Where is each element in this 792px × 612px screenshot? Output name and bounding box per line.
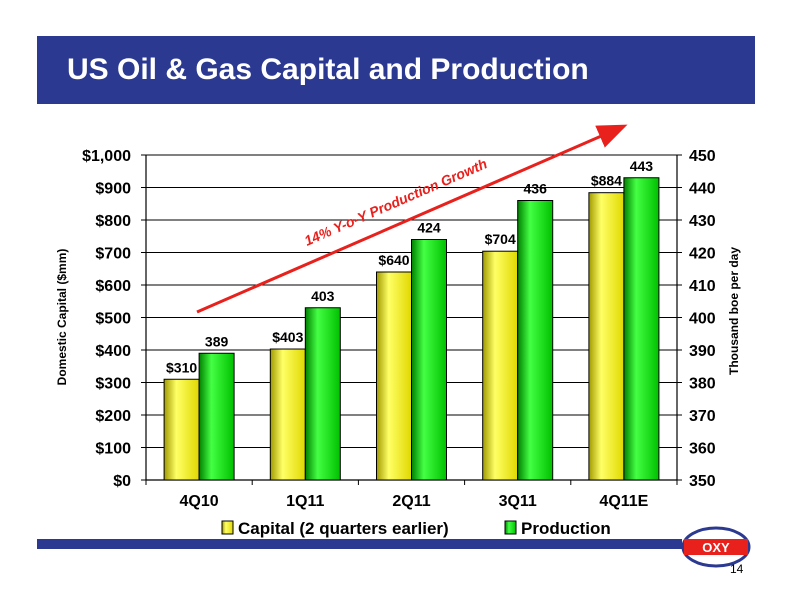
production-data-label: 424 bbox=[417, 220, 441, 236]
y-right-tick-label: 450 bbox=[689, 148, 716, 165]
y-tick-label: $700 bbox=[95, 246, 131, 263]
y-tick-label: $800 bbox=[95, 213, 131, 230]
y-right-tick-label: 410 bbox=[689, 278, 716, 295]
y-tick-label: $1,000 bbox=[82, 148, 131, 165]
footer-bar bbox=[37, 539, 682, 549]
x-tick-label: 2Q11 bbox=[392, 493, 430, 510]
y-tick-label: $300 bbox=[95, 376, 131, 393]
production-bar bbox=[411, 239, 447, 481]
capital-data-label: $884 bbox=[591, 173, 622, 189]
y-axis-title: Domestic Capital ($mm) bbox=[55, 249, 69, 386]
page-number: 14 bbox=[730, 562, 744, 576]
oxy-logo: OXY bbox=[681, 525, 751, 569]
legend-label-production: Production bbox=[521, 519, 611, 538]
y-right-tick-label: 440 bbox=[689, 181, 716, 198]
capital-data-label: $310 bbox=[166, 359, 197, 375]
y-tick-label: $400 bbox=[95, 343, 131, 360]
y-tick-label: $500 bbox=[95, 311, 131, 328]
production-bar bbox=[623, 177, 660, 481]
slide-title: US Oil & Gas Capital and Production bbox=[67, 53, 589, 86]
y-tick-label: $600 bbox=[95, 278, 131, 295]
production-data-label: 403 bbox=[311, 288, 335, 304]
y-right-tick-label: 370 bbox=[689, 408, 716, 425]
y-right-tick-label: 400 bbox=[689, 311, 716, 328]
capital-bar bbox=[269, 348, 306, 481]
production-data-label: 436 bbox=[524, 181, 548, 197]
legend-swatch-production bbox=[504, 520, 517, 535]
capital-bar bbox=[588, 192, 625, 481]
title-bar: US Oil & Gas Capital and Production bbox=[37, 36, 755, 104]
y-tick-label: $0 bbox=[113, 473, 131, 490]
growth-arrow bbox=[196, 124, 628, 314]
x-tick-label: 3Q11 bbox=[499, 493, 537, 510]
capital-bar bbox=[163, 378, 200, 481]
svg-text:OXY: OXY bbox=[702, 540, 730, 555]
production-data-label: 389 bbox=[205, 333, 229, 349]
legend-label-capital: Capital (2 quarters earlier) bbox=[238, 519, 449, 538]
y-right-tick-label: 350 bbox=[689, 473, 716, 490]
y-right-tick-label: 390 bbox=[689, 343, 716, 360]
x-tick-label: 4Q10 bbox=[180, 493, 219, 510]
capital-data-label: $403 bbox=[272, 329, 303, 345]
capital-bar bbox=[376, 271, 412, 481]
y-right-tick-label: 360 bbox=[689, 441, 716, 458]
production-bar bbox=[304, 307, 341, 481]
capital-data-label: $640 bbox=[378, 252, 409, 268]
production-data-label: 443 bbox=[630, 158, 654, 174]
y-tick-label: $900 bbox=[95, 181, 131, 198]
y-right-tick-label: 420 bbox=[689, 246, 716, 263]
capital-data-label: $704 bbox=[485, 231, 516, 247]
y-right-axis-title: Thousand boe per day bbox=[727, 247, 741, 375]
capital-bar bbox=[482, 250, 519, 481]
x-tick-label: 4Q11E bbox=[599, 493, 648, 510]
y-tick-label: $200 bbox=[95, 408, 131, 425]
production-bar bbox=[198, 352, 235, 481]
growth-annotation: 14% Y-o-Y Production Growth bbox=[302, 155, 490, 248]
y-tick-label: $100 bbox=[95, 441, 131, 458]
y-right-tick-label: 380 bbox=[689, 376, 716, 393]
y-right-tick-label: 430 bbox=[689, 213, 716, 230]
production-bar bbox=[517, 200, 554, 481]
legend-swatch-capital bbox=[221, 520, 234, 535]
x-tick-label: 1Q11 bbox=[286, 493, 324, 510]
